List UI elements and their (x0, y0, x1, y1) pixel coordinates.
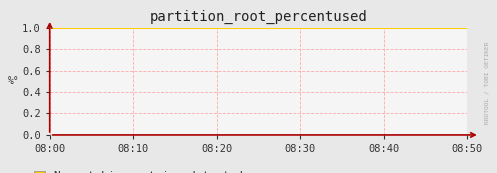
Title: partition_root_percentused: partition_root_percentused (150, 10, 367, 24)
Legend: No matching metrics detected: No matching metrics detected (34, 171, 244, 173)
Text: RRDTOOL / TOBI OETIKER: RRDTOOL / TOBI OETIKER (485, 42, 490, 124)
Y-axis label: %°: %° (8, 76, 19, 86)
